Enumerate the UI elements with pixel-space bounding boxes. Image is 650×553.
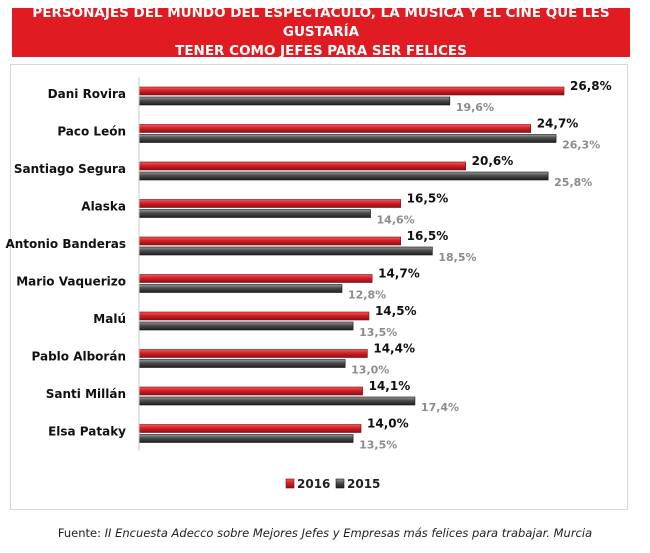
- bar-2015: [138, 359, 346, 368]
- category-label: Dani Rovira: [48, 87, 126, 101]
- bar-2016: [138, 161, 466, 171]
- bar-2016: [138, 386, 363, 396]
- bar-2016: [138, 311, 370, 321]
- legend-label-2015: 2015: [347, 477, 380, 491]
- data-label-2016: 16,5%: [407, 229, 449, 243]
- data-label-2016: 14,7%: [378, 267, 420, 281]
- legend-swatch-2015: [335, 478, 345, 489]
- bar-2016: [138, 124, 531, 133]
- source-note: Fuente: II Encuesta Adecco sobre Mejores…: [0, 526, 650, 540]
- data-label-2016: 20,6%: [472, 154, 514, 168]
- bar-2016: [138, 349, 368, 358]
- data-label-2016: 14,1%: [369, 379, 411, 393]
- bar-2016: [138, 199, 401, 208]
- bar-2015: [138, 134, 557, 143]
- bar-2015: [138, 96, 451, 106]
- data-label-2016: 14,0%: [367, 417, 409, 431]
- data-label-2016: 16,5%: [407, 192, 449, 206]
- data-label-2015: 13,5%: [359, 326, 397, 339]
- bar-2015: [138, 171, 549, 181]
- bar-2016: [138, 236, 401, 246]
- legend-label-2016: 2016: [297, 477, 330, 491]
- bar-2016: [138, 424, 362, 433]
- data-label-2016: 14,5%: [375, 304, 417, 318]
- bar-2016: [138, 274, 373, 283]
- data-label-2016: 26,8%: [570, 79, 612, 93]
- data-label-2015: 14,6%: [377, 214, 415, 227]
- category-label: Pablo Alborán: [32, 350, 127, 364]
- data-label-2015: 19,6%: [456, 101, 494, 114]
- category-label: Santi Millán: [46, 387, 126, 401]
- data-label-2015: 18,5%: [438, 251, 476, 264]
- data-label-2016: 14,4%: [373, 342, 415, 356]
- bar-2016: [138, 86, 565, 96]
- category-label: Mario Vaquerizo: [16, 275, 126, 289]
- bar-2015: [138, 209, 371, 218]
- category-label: Elsa Pataky: [48, 425, 126, 439]
- data-label-2016: 24,7%: [537, 117, 579, 131]
- bar-2015: [138, 284, 343, 293]
- data-label-2015: 25,8%: [554, 176, 592, 189]
- chart-title: PERSONAJES DEL MUNDO DEL ESPECTÁCULO, LA…: [12, 5, 630, 59]
- category-label: Paco León: [57, 125, 126, 139]
- chart-title-line-1: PERSONAJES DEL MUNDO DEL ESPECTÁCULO, LA…: [32, 5, 610, 40]
- category-label: Alaska: [81, 200, 126, 214]
- chart-frame: [10, 64, 628, 510]
- category-label: Santiago Segura: [14, 162, 126, 176]
- data-label-2015: 17,4%: [421, 401, 459, 414]
- bar-2015: [138, 246, 433, 256]
- bar-2015: [138, 396, 416, 406]
- bar-2015: [138, 434, 354, 443]
- bar-2015: [138, 321, 354, 331]
- data-label-2015: 13,5%: [359, 439, 397, 452]
- category-label: Antonio Banderas: [5, 237, 126, 251]
- legend-swatch-2016: [285, 478, 295, 489]
- data-label-2015: 26,3%: [562, 139, 600, 152]
- data-label-2015: 13,0%: [351, 364, 389, 377]
- category-label: Malú: [93, 312, 126, 326]
- data-label-2015: 12,8%: [348, 289, 386, 302]
- chart-title-line-2: TENER COMO JEFES PARA SER FELICES: [175, 43, 467, 59]
- source-label: Fuente:: [57, 526, 101, 540]
- source-text: II Encuesta Adecco sobre Mejores Jefes y…: [104, 526, 593, 540]
